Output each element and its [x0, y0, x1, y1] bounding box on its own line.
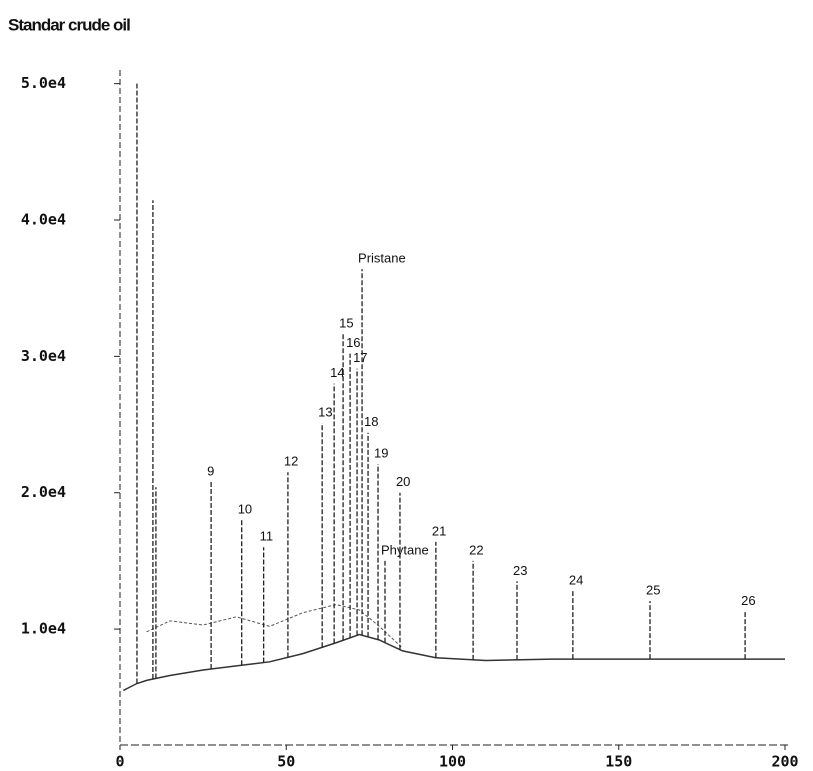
y-tick-label: 2.0e4	[21, 483, 66, 501]
peak-label: 13	[318, 405, 332, 420]
y-tick-label: 4.0e4	[21, 211, 66, 229]
peak-label: 23	[513, 563, 527, 578]
peak-label: 24	[569, 572, 583, 587]
peak-label: 25	[646, 583, 660, 598]
peak-label: 15	[339, 315, 353, 330]
peak-label: 21	[432, 523, 446, 538]
chart: Standar crude oil 1.0e4 2.0e4 3.0e4 4.0e4 5.…	[0, 0, 813, 771]
peak-label: 20	[396, 474, 410, 489]
peak-label: Pristane	[358, 251, 406, 266]
x-tick-label: 200	[771, 753, 798, 771]
peak-label: 14	[330, 365, 344, 380]
y-tick-label: 3.0e4	[21, 347, 66, 365]
peak-label: 16	[346, 335, 360, 350]
peak-label: Phytane	[381, 542, 429, 557]
y-tick-label: 1.0e4	[21, 620, 66, 638]
x-tick-label: 50	[277, 753, 295, 771]
peak-label: 18	[364, 414, 378, 429]
y-tick-label: 5.0e4	[21, 74, 66, 92]
peak-label: 17	[353, 350, 367, 365]
background	[0, 0, 813, 771]
peak-label: 10	[238, 501, 252, 516]
peak-label: 11	[260, 529, 274, 544]
peak-label: 9	[207, 463, 214, 478]
peak-label: 22	[469, 542, 483, 557]
x-tick-label: 100	[439, 753, 466, 771]
peak-label: 26	[741, 593, 755, 608]
x-tick-label: 0	[115, 753, 124, 771]
peak-label: 12	[284, 454, 298, 469]
chart-title: Standar crude oil	[8, 15, 130, 34]
peak-label: 19	[374, 446, 388, 461]
x-tick-label: 150	[605, 753, 632, 771]
